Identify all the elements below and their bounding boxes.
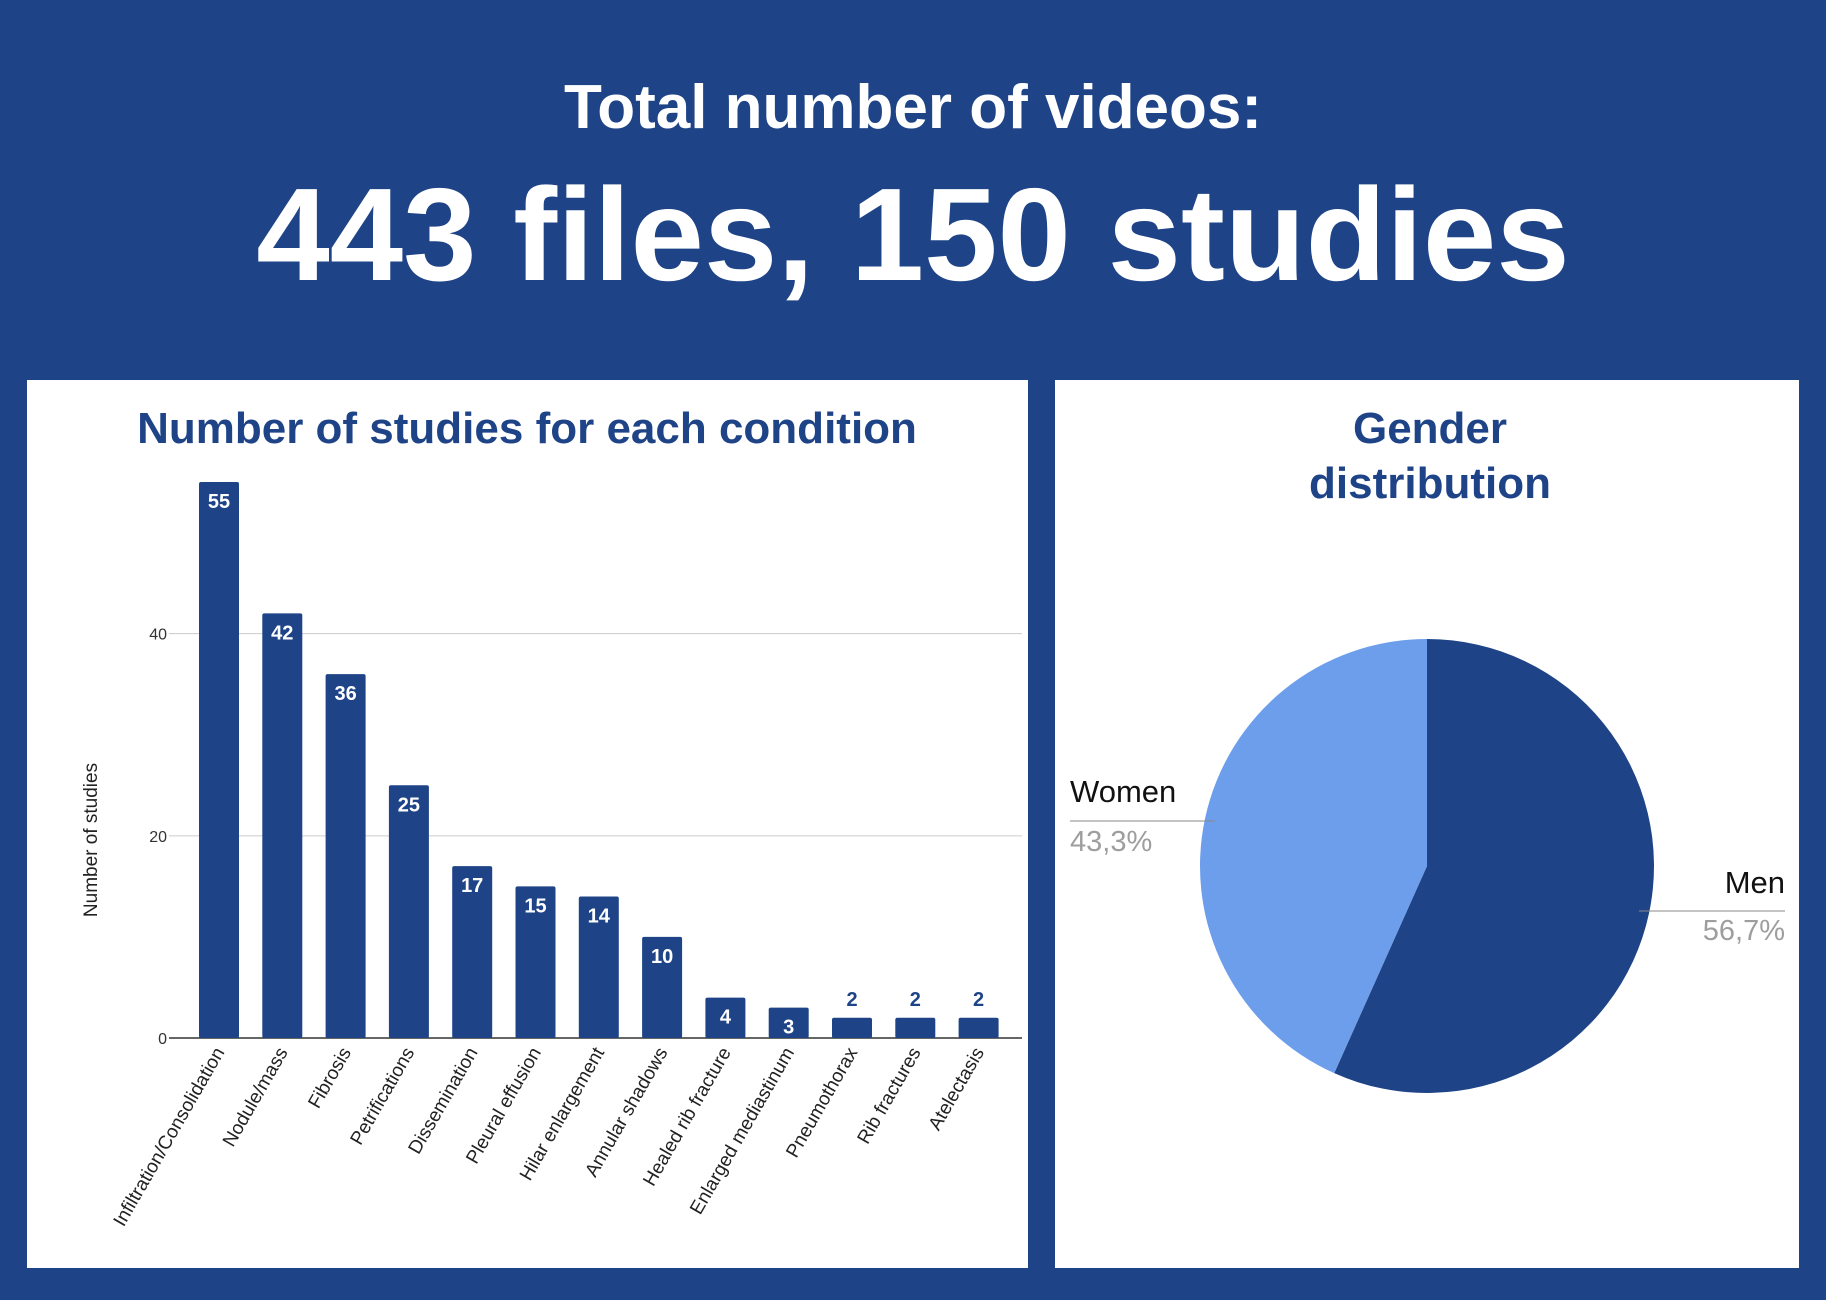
bar-value-label: 3 <box>783 1017 794 1039</box>
pie-value-women: 43,3% <box>1070 826 1152 858</box>
pie-label-men: Men <box>1725 865 1785 900</box>
x-tick-label: Petrifications <box>347 1044 420 1149</box>
y-tick-label: 0 <box>158 1031 167 1048</box>
y-tick-label: 20 <box>149 829 167 846</box>
bar-value-label: 42 <box>271 622 293 644</box>
bar <box>768 1007 809 1038</box>
bar-value-label: 2 <box>973 989 984 1011</box>
bar-chart: Number of studies for each condition 0 20… <box>81 404 1022 1230</box>
bar <box>388 785 429 1038</box>
header-title: 443 files, 150 studies <box>256 161 1570 308</box>
bar-chart-title: Number of studies for each condition <box>137 404 917 453</box>
bar-value-label: 14 <box>588 905 611 927</box>
bar-value-label: 36 <box>334 683 356 705</box>
pie-title-line: distribution <box>1309 459 1551 508</box>
bar <box>832 1017 872 1038</box>
header-subtitle: Total number of videos: <box>563 73 1263 142</box>
bar <box>705 997 746 1038</box>
pie-chart-title: Gender distribution <box>1309 404 1551 508</box>
x-tick-label: Atelectasis <box>925 1044 989 1134</box>
pie-slice-men <box>1334 639 1654 1093</box>
bar-value-label: 55 <box>208 491 230 513</box>
bar <box>262 613 303 1038</box>
bar-value-label: 2 <box>910 989 921 1011</box>
pie-slice-women <box>1200 639 1427 1074</box>
x-tick-label: Rib fractures <box>854 1044 926 1148</box>
bar <box>642 936 683 1038</box>
bar <box>578 896 619 1038</box>
bar <box>515 886 556 1038</box>
bar-chart-panel: Number of studies for each condition 0 20… <box>27 380 1028 1268</box>
bottom-strip <box>43 1268 1826 1300</box>
pie-label-women: Women <box>1070 774 1176 809</box>
bar-value-label: 25 <box>398 794 420 816</box>
bar <box>895 1017 936 1038</box>
bar <box>958 1017 999 1038</box>
x-tick-label: Fibrosis <box>304 1044 355 1112</box>
pie-value-men: 56,7% <box>1703 915 1785 947</box>
pie-title-line: Gender <box>1353 404 1507 453</box>
bar <box>452 866 493 1038</box>
x-tick-label: Infiltration/Consolidation <box>110 1044 230 1230</box>
bar-value-label: 10 <box>651 946 673 968</box>
bar <box>199 482 239 1038</box>
bar-value-label: 17 <box>461 875 483 897</box>
x-tick-label: Nodule/mass <box>219 1044 293 1151</box>
bar <box>325 674 366 1038</box>
y-axis-label: Number of studies <box>81 763 102 917</box>
pie-chart: Gender distribution Men 56,7% Women 43,3% <box>1070 404 1785 1093</box>
y-tick-label: 40 <box>149 627 167 644</box>
bar-value-label: 2 <box>846 989 857 1011</box>
pie-chart-panel: Gender distribution Men 56,7% Women 43,3% <box>1055 380 1799 1268</box>
bar-value-label: 4 <box>720 1007 732 1029</box>
bar-value-label: 15 <box>524 895 546 917</box>
